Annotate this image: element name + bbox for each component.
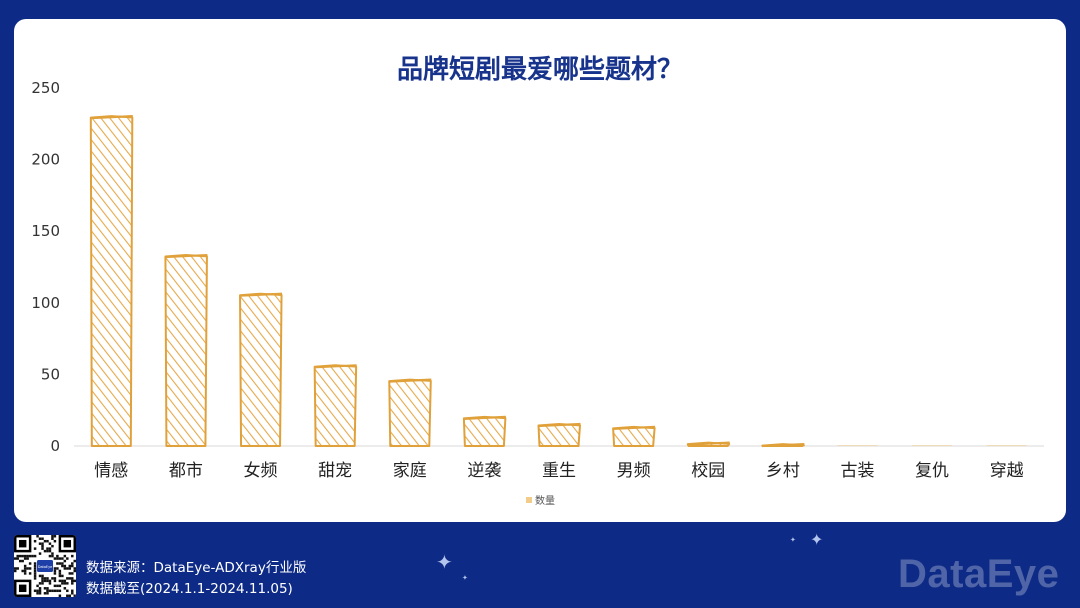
x-tick-label: 乡村 — [766, 461, 800, 481]
bar — [388, 378, 432, 447]
y-tick-label: 100 — [31, 294, 60, 312]
bar-top-stroke — [761, 442, 805, 448]
bar-top-stroke — [687, 441, 730, 446]
x-tick-label: 家庭 — [393, 461, 427, 481]
bar — [89, 115, 134, 447]
x-tick-label: 重生 — [542, 461, 576, 481]
y-tick-label: 150 — [31, 222, 60, 240]
data-date-line: 数据截至(2024.1.1-2024.11.05) — [86, 581, 293, 597]
bar — [462, 415, 507, 447]
y-tick-label: 50 — [41, 365, 60, 383]
x-tick-label: 男频 — [617, 461, 651, 481]
legend-label: 数量 — [535, 494, 555, 507]
sparkle-icon: ✦ — [810, 530, 824, 549]
x-tick-label: 甜宠 — [318, 461, 352, 481]
data-source: 数据来源：DataEye-ADXray行业版 数据截至(2024.1.1-202… — [86, 558, 306, 600]
x-tick-label: 穿越 — [990, 461, 1024, 481]
qr-code-icon: DataEye — [14, 535, 76, 597]
legend-swatch — [526, 497, 532, 503]
y-tick-label: 250 — [31, 79, 60, 97]
bar-top-stroke — [90, 115, 133, 120]
bar-top-stroke — [612, 425, 656, 430]
chart-card: 品牌短剧最爱哪些题材？ 0 50 100 150 200 250 情感 都市 女频 甜宠 家庭 逆袭 重… — [14, 19, 1066, 522]
chart-title: 品牌短剧最爱哪些题材？ — [396, 55, 683, 85]
legend: 数量 — [526, 494, 555, 507]
sparkle-icon: ✦ — [462, 574, 468, 582]
y-tick-label: 200 — [31, 151, 60, 169]
x-tick-label: 都市 — [169, 461, 203, 481]
bar-top-stroke — [388, 378, 432, 383]
x-tick-label: 古装 — [840, 461, 874, 481]
footer: DataEye 数据来源：DataEye-ADXray行业版 数据截至(2024… — [0, 522, 1080, 608]
bar — [164, 254, 208, 447]
bar-top-stroke — [164, 253, 208, 259]
data-source-line: 数据来源：DataEye-ADXray行业版 — [86, 560, 307, 576]
bar — [612, 425, 656, 447]
x-tick-label: 校园 — [691, 461, 725, 481]
sparkle-icon: ✦ — [436, 550, 453, 574]
bar-top-stroke — [314, 364, 357, 369]
bar-top-stroke — [463, 415, 506, 420]
bar-top-stroke — [537, 422, 581, 428]
x-tick-label: 情感 — [94, 461, 128, 481]
x-tick-label: 女频 — [244, 461, 278, 481]
brand-watermark: DataEye — [898, 552, 1060, 596]
bar-chart: 0 50 100 150 200 250 情感 都市 女频 甜宠 家庭 逆袭 重生 男频 校园 乡村 古装 复仇 穿… — [31, 79, 1044, 507]
y-tick-label: 0 — [50, 437, 60, 455]
bar — [239, 292, 283, 447]
bar — [537, 423, 581, 447]
x-tick-label: 复仇 — [915, 461, 949, 481]
qr-center-label: DataEye — [38, 565, 52, 569]
bar — [313, 364, 358, 447]
bar-top-stroke — [239, 292, 283, 297]
sparkle-icon: ✦ — [790, 536, 796, 544]
x-tick-label: 逆袭 — [467, 461, 501, 481]
qr-code: DataEye — [14, 535, 76, 597]
